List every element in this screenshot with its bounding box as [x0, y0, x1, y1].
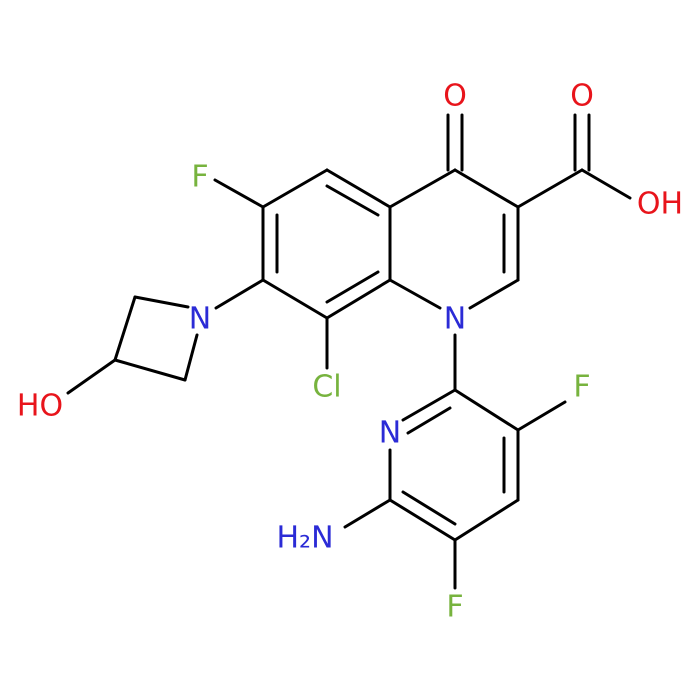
- bond: [325, 278, 392, 320]
- bond: [388, 278, 442, 310]
- bond: [213, 178, 265, 209]
- bond: [453, 168, 520, 209]
- bond: [214, 278, 265, 310]
- bond: [388, 168, 457, 209]
- bond: [343, 498, 392, 529]
- atom-label: H₂N: [276, 521, 333, 556]
- bond: [325, 168, 392, 209]
- atom-label: F: [573, 370, 590, 405]
- bond: [580, 168, 632, 200]
- bond: [388, 498, 457, 542]
- atom-label: F: [191, 160, 208, 195]
- atom-label: HO: [17, 389, 63, 424]
- bond: [516, 400, 567, 432]
- atom-label: OH: [637, 187, 683, 222]
- bond: [261, 278, 329, 320]
- bond: [261, 168, 329, 209]
- atom-label: F: [446, 590, 463, 625]
- bond: [406, 406, 452, 435]
- atom-label: Cl: [312, 370, 341, 405]
- bond: [453, 388, 520, 432]
- atom-label: O: [570, 79, 594, 114]
- bond: [325, 270, 380, 304]
- bond: [113, 295, 137, 362]
- bond: [516, 168, 584, 209]
- bond: [133, 295, 190, 309]
- bond: [66, 358, 117, 395]
- bond: [183, 333, 199, 382]
- atom-label: N: [379, 416, 401, 451]
- bond: [325, 184, 380, 217]
- bond: [401, 388, 457, 422]
- atom-label: O: [443, 79, 467, 114]
- atom-label: N: [444, 302, 466, 337]
- atom-label: N: [189, 302, 211, 337]
- bond: [453, 498, 520, 542]
- bond: [401, 490, 457, 526]
- bonds: [66, 113, 632, 590]
- bond: [113, 358, 187, 382]
- bond: [468, 278, 520, 310]
